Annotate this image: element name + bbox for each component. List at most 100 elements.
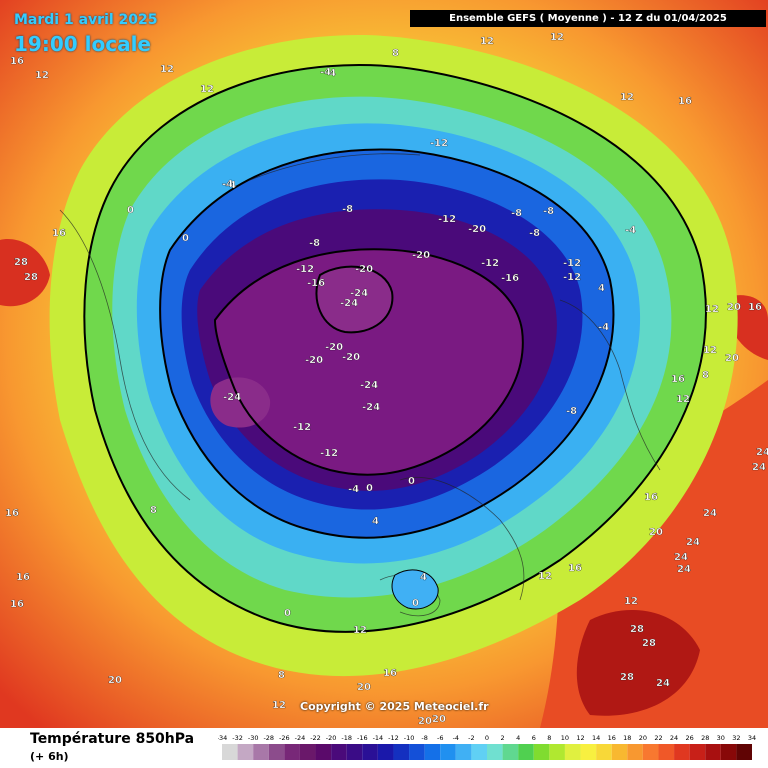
contour-lines: [83, 64, 707, 633]
isotherm-label: 12: [480, 36, 494, 47]
isotherm-label: 12: [705, 304, 719, 315]
isotherm-label: 20: [432, 714, 446, 725]
scale-swatch: [502, 744, 519, 760]
scale-swatch: [393, 744, 410, 760]
isotherm-labels: 161212128-4121216-12-4-8-12-20-20-24-24-…: [5, 32, 768, 727]
scale-swatch: [549, 744, 565, 760]
scale-tick-label: 20: [639, 734, 647, 742]
isotherm-label: 24: [656, 678, 670, 689]
scale-tick-label: 8: [547, 734, 551, 742]
isotherm-label: 0: [408, 476, 415, 487]
isotherm-label: 12: [624, 596, 638, 607]
isotherm-label: 16: [644, 492, 658, 503]
legend-title: Température 850hPa: [30, 731, 195, 747]
hot-zone-southeast-core: [576, 610, 700, 716]
scale-tick-label: 10: [561, 734, 569, 742]
forecast-date: Mardi 1 avril 2025: [14, 12, 158, 28]
isotherm-label: 12: [538, 571, 552, 582]
scale-tick-label: 22: [654, 734, 662, 742]
isotherm-label: 4: [372, 516, 379, 527]
scale-tick-label: 18: [623, 734, 631, 742]
scale-swatch: [284, 744, 300, 760]
scale-swatch: [424, 744, 441, 760]
isotherm-label: -12: [481, 258, 499, 269]
isotherm-label: 0: [412, 598, 419, 609]
isotherm-label: 16: [52, 228, 66, 239]
isotherm-label: -4: [625, 225, 636, 236]
scale-swatch: [627, 744, 643, 760]
isotherm-label: 16: [5, 508, 19, 519]
isotherm-label: -12: [320, 448, 338, 459]
scale-tick-label: 4: [516, 734, 520, 742]
scale-tick-label: 14: [592, 734, 600, 742]
isotherm-label: 28: [620, 672, 634, 683]
scale-tick-label: -10: [404, 734, 415, 742]
isotherm-label: -8: [543, 206, 554, 217]
isotherm-label: 12: [353, 625, 367, 636]
forecast-local-time: 19:00 locale: [14, 32, 151, 56]
scale-tick-label: -22: [310, 734, 321, 742]
isotherm-label: 16: [10, 599, 24, 610]
scale-swatch: [331, 744, 347, 760]
isotherm-label: -12: [296, 264, 314, 275]
isotherm-label: 28: [24, 272, 38, 283]
scale-tick-label: 26: [686, 734, 694, 742]
isotherm-label: 12: [676, 394, 690, 405]
isotherm-label: -24: [350, 288, 368, 299]
isotherm-label: 16: [383, 668, 397, 679]
scale-tick-label: -14: [373, 734, 384, 742]
scale-swatch: [222, 744, 238, 760]
scale-tick-label: 0: [485, 734, 489, 742]
isotherm-label: 8: [150, 505, 157, 516]
isotherm-label: 20: [725, 353, 739, 364]
isotherm-label: -4: [348, 484, 359, 495]
isotherm-label: 8: [702, 370, 709, 381]
scale-swatch: [315, 744, 332, 760]
isotherm-label: 28: [14, 257, 28, 268]
temperature-map-svg: 161212128-4121216-12-4-8-12-20-20-24-24-…: [0, 0, 768, 728]
scale-tick-label: -20: [326, 734, 337, 742]
isotherm-label: 24: [677, 564, 691, 575]
temperature-map: 16 12 12 12 8 -4 12 12 16 -12 -4 -8 -12 -20 -20 -24 -24-…: [0, 0, 768, 728]
scale-swatch: [362, 744, 378, 760]
isotherm-label: -4: [320, 67, 331, 78]
scale-swatch: [268, 744, 285, 760]
scale-tick-label: 12: [576, 734, 584, 742]
isotherm-label: -24: [340, 298, 358, 309]
scale-swatch: [611, 744, 628, 760]
isotherm-label: -20: [355, 264, 373, 275]
scale-swatch: [409, 744, 425, 760]
scale-swatch: [720, 744, 737, 760]
isotherm-label: -8: [309, 238, 320, 249]
inland-sea: [391, 569, 439, 610]
isotherm-label: -12: [438, 214, 456, 225]
isotherm-label: -24: [362, 402, 380, 413]
scale-swatch: [253, 744, 269, 760]
isotherm-label: -4: [598, 322, 609, 333]
isotherm-label: -8: [529, 228, 540, 239]
isotherm-label: -16: [501, 273, 519, 284]
scale-tick-label: 2: [501, 734, 505, 742]
scale-tick-label: 28: [701, 734, 709, 742]
scale-swatch: [455, 744, 472, 760]
scale-tick-label: -4: [453, 734, 459, 742]
isotherm-label: -12: [563, 258, 581, 269]
isotherm-label: -12: [563, 272, 581, 283]
isotherm-label: 12: [703, 345, 717, 356]
scale-tick-label: -8: [421, 734, 427, 742]
isotherm-label: 20: [357, 682, 371, 693]
isotherm-label: 16: [16, 572, 30, 583]
scale-swatch: [518, 744, 534, 760]
scale-tick-label: 16: [608, 734, 616, 742]
isotherm-label: -12: [293, 422, 311, 433]
isotherm-label: -12: [430, 138, 448, 149]
scale-tick-label: -18: [341, 734, 352, 742]
scale-tick-label: -16: [357, 734, 368, 742]
isotherm-label: 16: [568, 563, 582, 574]
copyright-notice: Copyright © 2025 Meteociel.fr: [300, 700, 489, 713]
scale-swatch: [658, 744, 675, 760]
color-scale: -34-32-30-28-26-24-22-20-18-16-14-12-10-…: [218, 734, 756, 760]
scale-tick-label: 30: [717, 734, 725, 742]
isotherm-label: 20: [649, 527, 663, 538]
scale-tick-label: -34: [218, 734, 227, 742]
